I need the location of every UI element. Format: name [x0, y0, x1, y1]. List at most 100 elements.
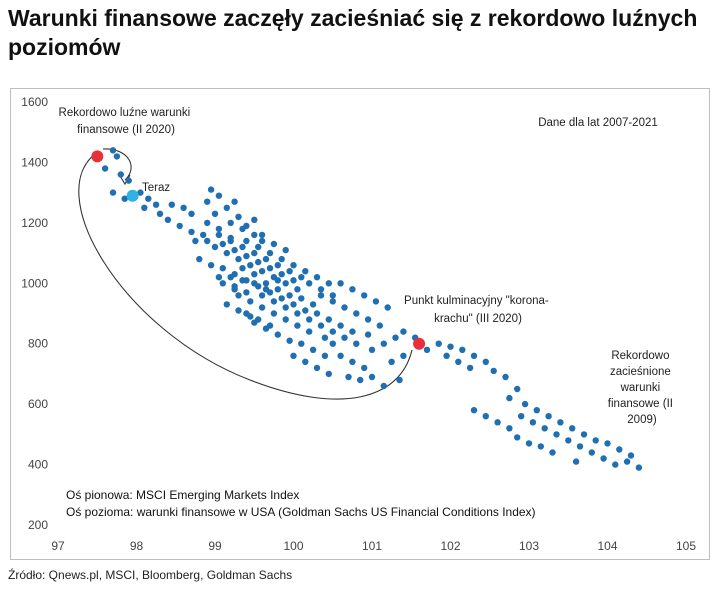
scatter-point [306, 280, 313, 287]
scatter-point [494, 419, 501, 426]
scatter-point [635, 464, 643, 471]
scatter-point [274, 286, 281, 293]
scatter-point [258, 237, 266, 245]
scatter-point [627, 452, 635, 459]
scatter-point [266, 265, 274, 272]
scatter-point [529, 419, 537, 426]
scatter-point [278, 255, 285, 263]
scatter-point [266, 322, 274, 329]
scatter-point [317, 322, 325, 329]
scatter-point [506, 425, 513, 432]
scatter-point [235, 307, 242, 314]
scatter-point [137, 189, 144, 196]
scatter-point [482, 413, 489, 420]
scatter-point [329, 328, 336, 335]
scatter-point [349, 286, 356, 293]
scatter-point [329, 340, 336, 347]
scatter-point [490, 367, 497, 375]
x-tick-label: 105 [676, 539, 696, 553]
scatter-point [223, 301, 230, 308]
highlight-point-1 [126, 189, 139, 202]
scatter-point [325, 370, 332, 378]
scatter-point [243, 252, 250, 260]
scatter-point [270, 240, 278, 248]
scatter-point [545, 413, 552, 420]
scatter-point [235, 213, 242, 220]
scatter-point [313, 274, 321, 281]
scatter-point [368, 373, 376, 381]
scatter-point [361, 292, 368, 299]
scatter-point [470, 407, 478, 414]
scatter-point [207, 262, 215, 269]
scatter-point [266, 249, 274, 257]
scatter-point [274, 331, 281, 338]
x-tick-label: 98 [130, 539, 144, 553]
scatter-point [604, 440, 611, 447]
scatter-point [623, 458, 631, 465]
scatter-point [537, 443, 544, 450]
scatter-point [349, 358, 356, 365]
scatter-point [290, 262, 297, 269]
scatter-point [219, 265, 226, 272]
scatter-point [243, 237, 250, 245]
date-note: Dane dla lat 2007-2021 [538, 117, 658, 129]
scatter-point [290, 301, 297, 308]
scatter-point [396, 376, 403, 384]
scatter-point [274, 277, 281, 284]
scatter-point [306, 316, 313, 323]
scatter-point [231, 283, 238, 290]
scatter-point [337, 280, 344, 287]
scatter-point [447, 343, 454, 350]
scatter-point [258, 231, 266, 239]
scatter-point [298, 340, 305, 347]
scatter-point [600, 455, 607, 462]
scatter-point [243, 289, 250, 296]
scatter-point [223, 204, 230, 211]
trajectory-now-arrow [102, 148, 132, 181]
scatter-point [569, 425, 576, 432]
scatter-point [251, 249, 258, 257]
scatter-point [345, 373, 352, 381]
scatter-point [227, 219, 234, 227]
scatter-point [518, 413, 525, 420]
scatter-point [231, 246, 238, 254]
scatter-point [364, 316, 372, 323]
scatter-point [361, 364, 368, 372]
scatter-point [239, 243, 246, 251]
scatter-point [286, 268, 293, 275]
scatter-point [290, 277, 297, 284]
scatter-point [321, 334, 329, 341]
y-tick-label: 1200 [21, 216, 48, 230]
y-tick-label: 1400 [21, 155, 48, 169]
chart-title: Warunki finansowe zaczęły zacieśniać się… [8, 5, 698, 60]
x-tick-label: 101 [362, 539, 382, 553]
y-axis-note: Oś pionowa: MSCI Emerging Markets Index [66, 488, 299, 502]
scatter-point [270, 298, 278, 305]
scatter-point [117, 171, 125, 178]
scatter-point [514, 434, 521, 441]
scatter-point [329, 292, 336, 299]
scatter-point [247, 298, 254, 305]
scatter-point [325, 316, 332, 323]
scatter-point [215, 225, 223, 233]
scatter-point [282, 304, 289, 311]
x-tick-label: 99 [208, 539, 222, 553]
scatter-point [302, 307, 309, 314]
scatter-point [353, 340, 360, 347]
scatter-point [337, 352, 344, 359]
scatter-point [533, 407, 540, 414]
scatter-point [282, 280, 289, 287]
scatter-point [466, 364, 474, 372]
scatter-point [219, 240, 226, 248]
scatter-point [258, 292, 266, 299]
scatter-point [251, 280, 258, 287]
scatter-point [368, 346, 376, 353]
scatter-point [215, 192, 223, 199]
scatter-point [200, 231, 207, 239]
x-axis-note: Oś pozioma: warunki finansowe w USA (Gol… [66, 505, 536, 519]
scatter-point [215, 274, 223, 281]
scatter-point [337, 322, 344, 329]
scatter-point [164, 216, 172, 223]
scatter-point [219, 280, 226, 287]
